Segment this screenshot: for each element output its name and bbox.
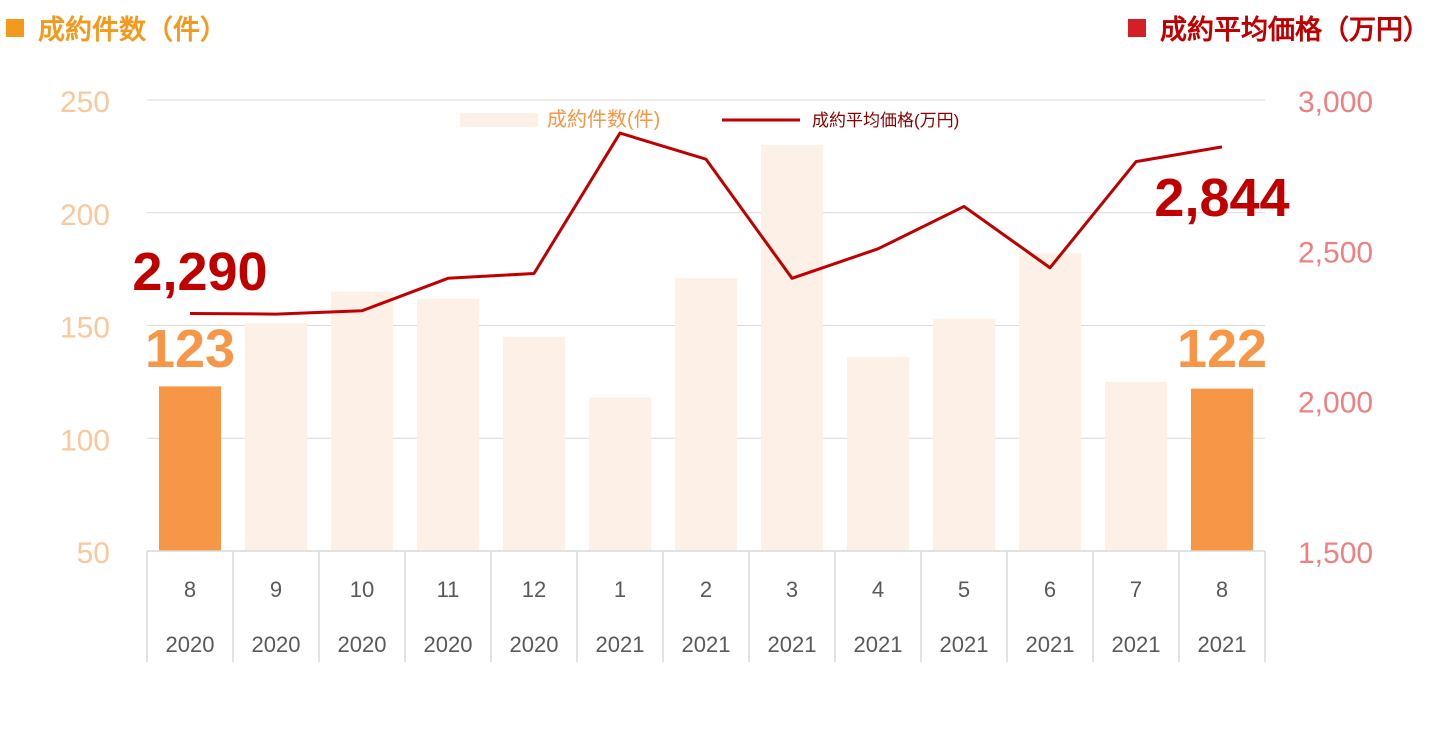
right-axis-tick-label: 2,000 [1298,387,1373,420]
bar-11 [1105,381,1167,551]
year-label: 2021 [596,632,645,657]
month-label: 8 [1216,577,1228,602]
month-label: 3 [786,577,798,602]
right-axis-title: 成約平均価格（万円） [1128,8,1430,47]
right-axis-tick-label: 2,500 [1298,236,1373,269]
line-label-first: 2,290 [132,242,267,302]
year-label: 2020 [510,632,559,657]
right-axis-tick-label: 1,500 [1298,537,1373,570]
legend-line-label: 成約平均価格(万円) [812,111,959,130]
year-label: 2020 [338,632,387,657]
year-label: 2021 [768,632,817,657]
left-axis-tick-label: 250 [60,86,110,119]
bar-4 [503,336,565,551]
year-label: 2021 [854,632,903,657]
year-label: 2021 [940,632,989,657]
year-label: 2021 [1112,632,1161,657]
bar-label-last: 122 [1177,319,1267,379]
year-label: 2020 [252,632,301,657]
year-label: 2020 [424,632,473,657]
orange-square-icon [6,18,24,37]
left-axis-tick-label: 100 [60,424,110,457]
left-axis-tick-label: 150 [60,312,110,345]
year-label: 2020 [166,632,215,657]
month-label: 5 [958,577,970,602]
bar-10 [1019,253,1081,551]
left-axis-title: 成約件数（件） [6,8,227,47]
month-label: 9 [270,577,282,602]
month-label: 8 [184,577,196,602]
left-axis-tick-label: 50 [77,537,110,570]
bar-9 [933,318,995,551]
legend-bar-swatch [460,113,538,127]
year-label: 2021 [1026,632,1075,657]
bar-12 [1191,388,1253,551]
bar-5 [589,397,651,551]
month-label: 7 [1130,577,1142,602]
bar-7 [761,145,823,551]
year-label: 2021 [682,632,731,657]
red-square-icon [1128,18,1146,37]
left-axis-tick-label: 200 [60,199,110,232]
line-label-last: 2,844 [1154,168,1289,228]
month-label: 12 [522,577,546,602]
month-label: 6 [1044,577,1056,602]
month-label: 11 [437,577,460,602]
right-axis-tick-label: 3,000 [1298,86,1373,119]
bar-2 [331,291,393,551]
bar-0 [159,386,221,551]
month-label: 1 [614,577,626,602]
bar-1 [245,323,307,551]
legend-bar-label: 成約件数(件) [547,108,660,131]
bar-label-first: 123 [145,319,235,379]
bar-8 [847,357,909,551]
left-axis-title-text: 成約件数（件） [38,15,227,46]
right-axis-title-text: 成約平均価格（万円） [1160,15,1430,46]
month-label: 4 [872,577,884,602]
bar-3 [417,298,479,551]
month-label: 10 [350,577,374,602]
month-label: 2 [700,577,712,602]
bar-6 [675,278,737,551]
year-label: 2021 [1198,632,1247,657]
